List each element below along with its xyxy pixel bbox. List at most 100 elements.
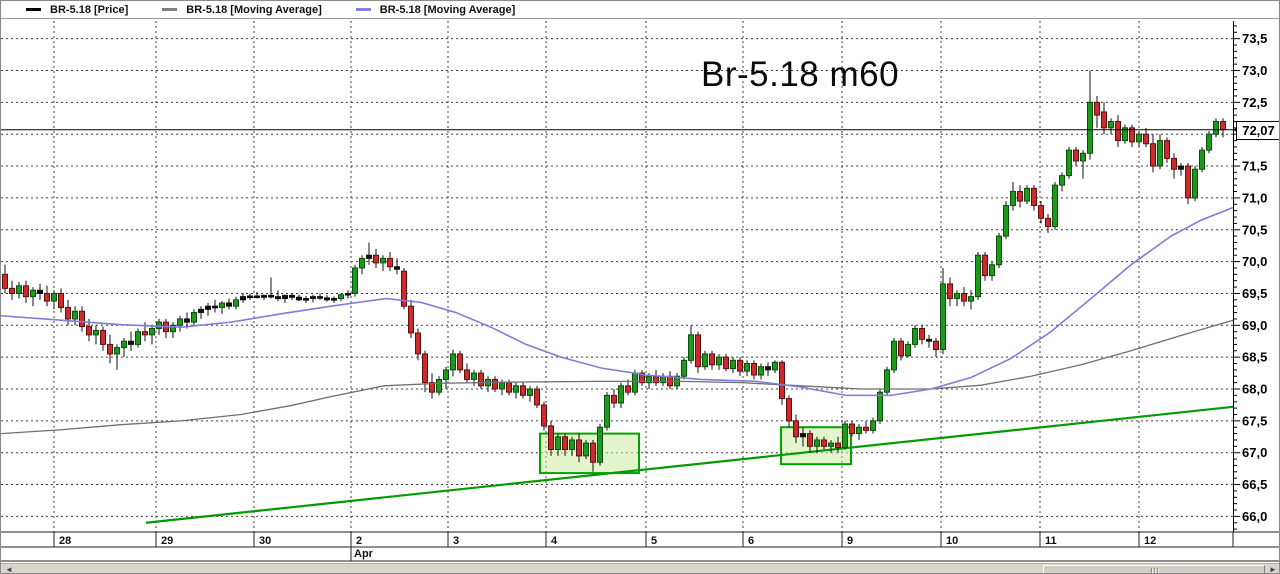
candle-up (842, 423, 848, 449)
candle-down (611, 394, 617, 404)
candle-down (541, 404, 547, 427)
candle-up (345, 292, 351, 296)
candle-down (562, 436, 568, 451)
price-line-swatch-icon (26, 8, 41, 11)
candle-up (240, 296, 246, 301)
y-axis-label: 67,5 (1242, 413, 1267, 428)
x-axis-day-label: 3 (453, 535, 459, 547)
candle-down (107, 343, 113, 355)
candle-up (716, 356, 722, 366)
candle-down (142, 331, 148, 336)
candle-up (16, 285, 22, 294)
candle-up (870, 420, 876, 431)
candle-up (905, 343, 911, 357)
candle-down (807, 433, 813, 447)
candle-up (583, 442, 589, 457)
candle-up (338, 294, 344, 300)
y-axis-label: 70,5 (1242, 222, 1267, 237)
candle-down (408, 305, 414, 334)
candle-down (37, 289, 43, 294)
candle-down (65, 306, 71, 320)
candle-down (79, 310, 85, 328)
candle-down (457, 353, 463, 371)
candle-down (933, 340, 939, 351)
y-axis-label: 72,5 (1242, 95, 1267, 110)
candle-up (702, 353, 708, 368)
y-axis-label: 69,0 (1242, 318, 1267, 333)
candle-up (1122, 127, 1128, 142)
y-axis-label: 70,0 (1242, 254, 1267, 269)
x-axis-day-label: 28 (59, 535, 71, 547)
candle-up (114, 347, 120, 355)
x-axis-day-label: 9 (847, 535, 853, 547)
candle-down (387, 257, 393, 268)
candle-down (982, 254, 988, 277)
candle-down (44, 292, 50, 302)
candle-down (506, 382, 512, 393)
scrollbar-grip-icon (1153, 568, 1155, 573)
candle-up (569, 439, 575, 451)
candle-down (590, 442, 596, 463)
candle-up (996, 235, 1002, 266)
candle-down (58, 292, 64, 308)
plot-background (1, 19, 1279, 563)
candle-up (282, 294, 288, 300)
candle-down (478, 372, 484, 387)
candle-down (863, 426, 869, 431)
candle-down (898, 340, 904, 357)
candle-up (800, 433, 806, 438)
candle-down (786, 398, 792, 422)
candle-down (625, 385, 631, 393)
candle-down (1017, 191, 1023, 202)
scrollbar-grip-icon (1150, 568, 1152, 573)
candle-up (975, 254, 981, 298)
candle-up (891, 340, 897, 371)
y-axis-label: 69,5 (1242, 286, 1267, 301)
candle-up (877, 391, 883, 422)
candle-up (618, 385, 624, 404)
candle-down (576, 439, 582, 457)
x-axis-day-label: 2 (356, 535, 362, 547)
candle-up (303, 298, 309, 301)
candle-down (926, 338, 932, 342)
ma-slow-swatch-icon (162, 8, 178, 11)
price-chart-canvas[interactable]: 66,0 66,5 67,0 67,5 68,0 68,5 69,0 69,5 70,0 70,5… (1, 19, 1280, 563)
y-axis-label: 71,5 (1242, 159, 1267, 174)
candle-up (247, 295, 253, 299)
candle-up (1003, 205, 1009, 237)
scrollbar-right-arrow-icon[interactable]: ► (1269, 565, 1277, 574)
candle-down (464, 369, 470, 380)
candle-up (331, 298, 337, 301)
candle-up (1178, 165, 1184, 170)
candle-up (443, 369, 449, 380)
y-axis-label: 68,0 (1242, 382, 1267, 397)
chart-legend: BR-5.18 [Price] BR-5.18 [Moving Average]… (1, 1, 1279, 19)
horizontal-scrollbar[interactable]: ◄ ► (1, 563, 1279, 574)
candle-down (268, 294, 274, 298)
candle-up (632, 372, 638, 393)
scrollbar-thumb[interactable] (1043, 565, 1265, 573)
candle-down (1164, 140, 1170, 159)
scrollbar-left-arrow-icon[interactable]: ◄ (5, 565, 13, 574)
candle-down (1171, 157, 1177, 170)
x-axis-day-label: 30 (259, 535, 271, 547)
legend-label: BR-5.18 [Moving Average] (379, 3, 516, 16)
candle-up (1080, 152, 1086, 162)
candle-down (534, 388, 540, 406)
candle-down (1094, 101, 1100, 116)
candle-up (940, 283, 946, 351)
candle-down (1150, 143, 1156, 167)
candle-up (135, 331, 141, 345)
candle-up (814, 439, 820, 447)
candle-up (30, 289, 36, 298)
candle-up (366, 254, 372, 259)
x-axis-day-label: 11 (1045, 535, 1057, 547)
scrollbar-grip-icon (1156, 568, 1158, 573)
ma-fast-swatch-icon (355, 8, 371, 11)
candle-up (1024, 187, 1030, 202)
candle-up (352, 267, 358, 294)
candle-down (415, 332, 421, 355)
x-axis-day-label: 4 (551, 535, 558, 547)
candle-down (835, 442, 841, 449)
candle-up (527, 388, 533, 396)
